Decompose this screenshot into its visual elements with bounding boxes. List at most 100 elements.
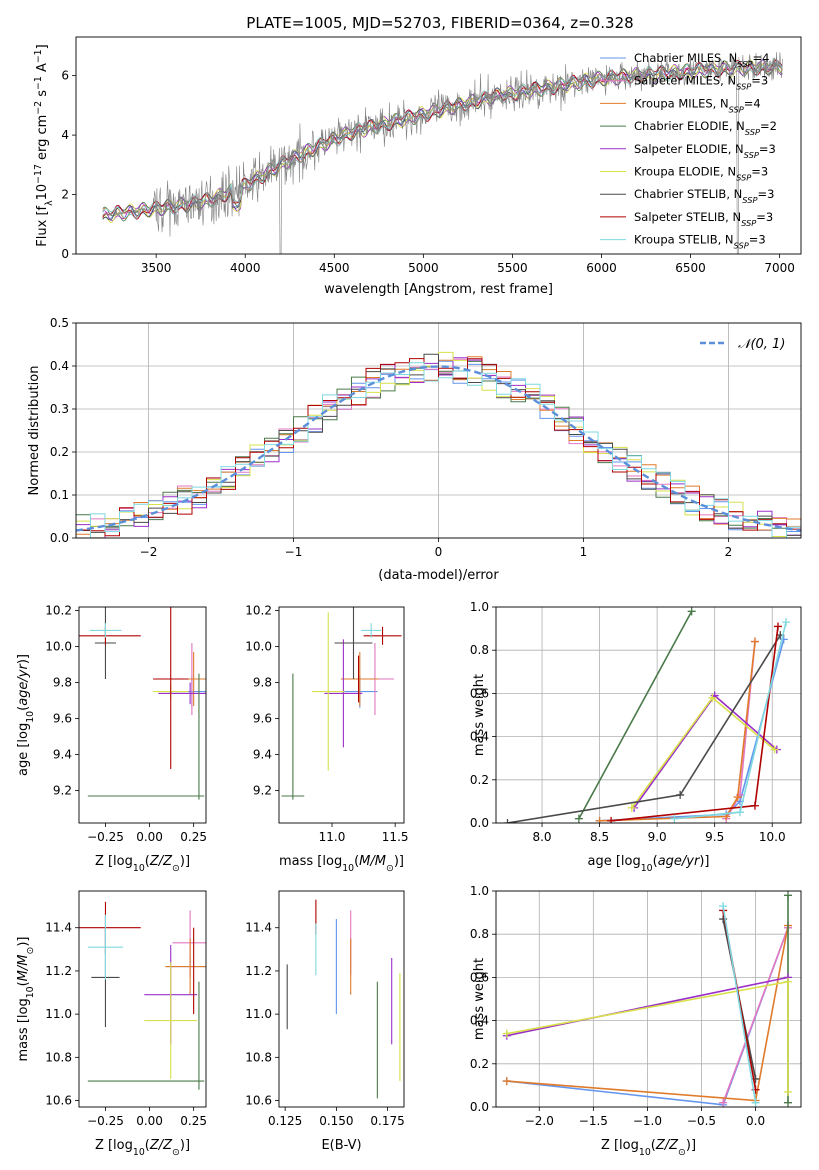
x-tick-label: 11.5: [382, 830, 409, 844]
y-axis-label: mass [log10(M/M⊙)]: [16, 937, 36, 1062]
y-tick-label: 9.4: [253, 748, 272, 762]
errorbar-group: [286, 899, 401, 1099]
weight-marker: [751, 1098, 760, 1107]
x-axis-label: mass [log10(M/M⊙)]: [279, 854, 404, 874]
weight-marker: [574, 814, 583, 823]
legend-entry: Chabrier MILES, NSSP=4: [634, 51, 769, 69]
weight-lines: [503, 607, 791, 823]
y-tick-label: 6: [61, 69, 69, 83]
x-tick-label: 10.0: [759, 830, 786, 844]
y-tick-label: 0.2: [50, 445, 69, 459]
weight-line: [722, 905, 757, 1103]
x-tick-label: −2.0: [525, 1114, 554, 1128]
weight-lines: [502, 891, 793, 1107]
x-axis-label: Z [log10(Z/Z⊙)]: [95, 1138, 190, 1158]
x-tick-label: 6500: [675, 261, 706, 275]
weight-marker: [719, 1098, 728, 1107]
weight-marker: [687, 607, 696, 616]
weight-marker: [733, 793, 742, 802]
y-tick-label: 0.6: [470, 970, 489, 984]
x-tick-label: −2: [140, 545, 158, 559]
x-tick-label: 4500: [319, 261, 350, 275]
y-tick-label: 0.0: [50, 531, 69, 545]
y-tick-label: 11.2: [245, 964, 272, 978]
y-axis-label: mass weight: [472, 674, 487, 756]
y-tick-label: 10.0: [45, 640, 72, 654]
axes-frame: [78, 890, 207, 1108]
spectrum-panel: 3500 4000 4500 5000 5500 6000 6500 7000 0 2 4 6 wave…: [33, 36, 802, 297]
weight-marker: [502, 1077, 511, 1086]
weight-marker: [502, 1029, 511, 1038]
y-tick-label: 0.2: [470, 773, 489, 787]
y-axis-label: mass weight: [472, 958, 487, 1040]
x-tick-label: 8.0: [532, 830, 551, 844]
x-tick-label: 0.25: [180, 1114, 207, 1128]
y-tick-label: 2: [61, 188, 69, 202]
y-tick-label: 9.8: [53, 676, 72, 690]
y-tick-label: 10.6: [45, 1094, 72, 1108]
y-tick-label: 0.8: [470, 643, 489, 657]
weight-marker: [503, 819, 512, 823]
age_vs_mass-panel: 11.0 11.5 9.2 9.4 9.6 9.8 10.0 10.2 mass [log10(…: [245, 604, 408, 874]
y-tick-label: 10.0: [245, 640, 272, 654]
y-tick-label: 9.2: [53, 784, 72, 798]
x-tick-label: 4000: [230, 261, 261, 275]
weight-marker: [676, 790, 685, 799]
y-tick-label: 0.4: [50, 359, 69, 373]
y-tick-label: 0.0: [470, 816, 489, 830]
weight-marker: [607, 816, 616, 823]
age_vs_Z-panel: −0.25 0.00 0.25 9.2 9.4 9.6 9.8 10.0 10.2 Z [log1…: [16, 604, 207, 874]
axes-frame: [278, 890, 405, 1108]
weight-marker: [782, 618, 791, 627]
weight-line: [722, 927, 789, 1103]
y-tick-label: 4: [61, 128, 69, 142]
y-tick-label: 9.2: [253, 784, 272, 798]
weight_vs_age-panel: 8.0 8.5 9.0 9.5 10.0 0.0 0.2 0.4 0.6 0.8 1.0 age [l…: [470, 600, 802, 874]
y-tick-label: 1.0: [470, 600, 489, 614]
y-tick-label: 9.6: [53, 712, 72, 726]
weight-marker: [719, 902, 728, 911]
legend-entry: Kroupa ELODIE, NSSP=3: [634, 165, 768, 183]
weight-marker: [784, 1087, 793, 1096]
weight-marker: [784, 891, 793, 900]
x-tick-label: 9.0: [648, 830, 667, 844]
legend-entry: Chabrier STELIB, NSSP=3: [634, 187, 774, 205]
normal-curve: [76, 365, 801, 532]
x-axis-label: wavelength [Angstrom, rest frame]: [324, 282, 553, 297]
x-axis-label: age [log10(age/yr)]: [587, 854, 709, 874]
x-tick-label: 2: [725, 545, 733, 559]
y-tick-label: 11.0: [45, 1007, 72, 1021]
x-tick-label: 0.00: [136, 1114, 163, 1128]
weight-marker: [784, 1098, 793, 1107]
x-axis-label: Z [log10(Z/Z⊙)]: [95, 854, 190, 874]
x-tick-label: 1: [580, 545, 588, 559]
x-tick-label: 0.25: [180, 830, 207, 844]
y-tick-label: 0.8: [470, 927, 489, 941]
axes-frame: [495, 890, 802, 1108]
axes-frame: [495, 606, 802, 824]
legend-entry: Salpeter MILES, NSSP=3: [634, 74, 768, 92]
x-tick-label: −0.5: [687, 1114, 716, 1128]
y-tick-label: 9.8: [253, 676, 272, 690]
errorbar-group: [79, 901, 206, 1090]
axes-frame: [75, 322, 802, 539]
x-axis-label: Z [log10(Z/Z⊙)]: [601, 1138, 696, 1158]
x-tick-label: −1.0: [633, 1114, 662, 1128]
x-tick-label: 11.0: [319, 830, 346, 844]
spectrum-lines: [102, 51, 784, 254]
weight-marker: [708, 693, 717, 702]
y-tick-label: 10.2: [45, 604, 72, 618]
weight-marker: [784, 977, 793, 986]
legend-entry: 𝒩(0, 1): [738, 337, 785, 352]
weight-line: [506, 976, 789, 1037]
y-tick-label: 11.4: [45, 921, 72, 935]
x-tick-label: 0.175: [370, 1114, 404, 1128]
y-axis-label: age [log10(age/yr)]: [16, 654, 36, 776]
weight-line: [599, 641, 756, 822]
x-tick-label: −1.5: [579, 1114, 608, 1128]
y-tick-label: 0.5: [50, 316, 69, 330]
x-tick-label: 7000: [764, 261, 795, 275]
y-tick-label: 0: [61, 247, 69, 261]
y-tick-label: 0.1: [50, 488, 69, 502]
